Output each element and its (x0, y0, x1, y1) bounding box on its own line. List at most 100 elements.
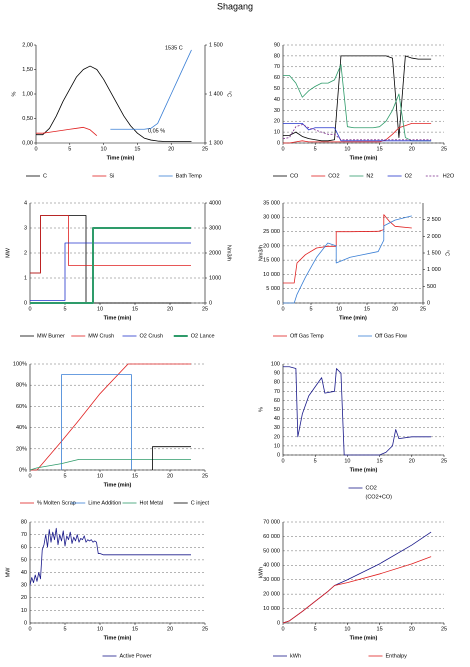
x-tick-label: 15 (377, 146, 383, 152)
x-axis-label: Time (min) (104, 315, 132, 321)
y-tick-label: 50 (274, 86, 280, 92)
page-title: Shagang (217, 1, 253, 11)
x-tick-label: 5 (314, 458, 317, 464)
x-tick-label: 15 (132, 306, 138, 312)
y-tick-label: 30 000 (263, 577, 280, 583)
series-line (29, 459, 191, 471)
y2-tick-label: 2000 (209, 250, 221, 256)
y-tick-label: 90 (274, 371, 280, 377)
y-tick-label: 20 000 (263, 592, 280, 598)
y-tick-label: 30 (21, 583, 27, 589)
x-tick-label: 20 (167, 306, 173, 312)
x-tick-label: 10 (101, 146, 107, 152)
y2-tick-label: 1 000 (427, 267, 441, 273)
x-tick-label: 15 (364, 306, 370, 312)
legend-label: Lime Addition (88, 500, 121, 506)
y-axis-label: MW (5, 247, 11, 258)
x-tick-label: 0 (34, 146, 37, 152)
x-tick-label: 15 (134, 146, 140, 152)
y2-axis-label: Nm3/h (226, 245, 232, 261)
y2-tick-label: 4000 (209, 200, 221, 206)
x-tick-label: 20 (409, 458, 415, 464)
x-tick-label: 0 (28, 626, 31, 632)
y-tick-label: 0 (24, 620, 27, 626)
y2-tick-label: 3000 (209, 225, 221, 231)
series-line (283, 215, 412, 304)
y-tick-label: 0% (19, 467, 27, 473)
y-tick-label: 10 000 (263, 606, 280, 612)
y-tick-label: 70 000 (263, 519, 280, 525)
y-tick-label: 30 (274, 425, 280, 431)
y-tick-label: 80 (21, 519, 27, 525)
y-tick-label: 40 000 (263, 563, 280, 569)
series-line (30, 227, 191, 304)
y-tick-label: 10 (21, 608, 27, 614)
x-tick-label: 5 (309, 306, 312, 312)
y-tick-label: 100 (271, 361, 280, 367)
y-tick-label: 10 000 (263, 272, 280, 278)
series-line (30, 242, 191, 301)
x-tick-label: 20 (167, 626, 173, 632)
legend-label: CO (290, 173, 299, 179)
x-axis-label: Time (min) (104, 635, 132, 641)
y2-tick-label: 500 (427, 284, 436, 290)
x-tick-label: 5 (68, 146, 71, 152)
y-tick-label: 60 000 (263, 534, 280, 540)
y-tick-label: 30 (274, 108, 280, 114)
legend-label: Bath Temp (176, 173, 202, 179)
series-line (283, 366, 432, 456)
legend-label: C inject (191, 500, 210, 506)
x-tick-label: 0 (281, 626, 284, 632)
series-line (283, 123, 432, 144)
x-tick-label: 10 (97, 306, 103, 312)
annotation: 1535 C (165, 45, 183, 51)
y-tick-label: 40 (274, 97, 280, 103)
series-line (283, 123, 432, 142)
x-tick-label: 0 (281, 306, 284, 312)
series-line (36, 126, 98, 136)
x-tick-label: 15 (132, 473, 138, 479)
y-tick-label: 40 (274, 416, 280, 422)
y-tick-label: 80% (16, 383, 27, 389)
y-tick-label: 1,00 (22, 91, 33, 97)
legend-label: N2 (366, 173, 373, 179)
y-tick-label: 50 000 (263, 548, 280, 554)
x-tick-label: 5 (314, 146, 317, 152)
x-tick-label: 25 (441, 146, 447, 152)
y2-tick-label: 1 500 (209, 42, 223, 48)
x-axis-label: Time (min) (339, 315, 367, 321)
y2-tick-label: 0 (427, 300, 430, 306)
y-tick-label: 0 (277, 140, 280, 146)
y-tick-label: 40 (21, 570, 27, 576)
series-line (29, 527, 191, 586)
legend-label: O2 Crush (140, 333, 164, 339)
y-tick-label: 60 (274, 75, 280, 81)
series-line (282, 556, 432, 624)
legend-label: O2 Lance (191, 333, 215, 339)
legend-label: Si (109, 173, 114, 179)
y2-tick-label: 0 (209, 300, 212, 306)
series-line (283, 214, 412, 284)
x-tick-label: 20 (409, 626, 415, 632)
y-tick-label: 50 (21, 557, 27, 563)
y-axis-label: kWh (258, 567, 264, 578)
x-tick-label: 10 (344, 458, 350, 464)
series-line (30, 363, 191, 471)
y-tick-label: 60% (16, 404, 27, 410)
x-tick-label: 25 (202, 626, 208, 632)
y2-axis-label: °C (444, 250, 450, 256)
y-tick-label: 2 (24, 250, 27, 256)
x-axis-label: Time (min) (107, 155, 135, 161)
y-tick-label: 5 000 (266, 286, 280, 292)
y-tick-label: 35 000 (263, 200, 280, 206)
y2-tick-label: 2 000 (427, 234, 441, 240)
y-tick-label: 0 (277, 452, 280, 458)
series-line (110, 49, 192, 130)
legend-label: MW Crush (88, 333, 114, 339)
legend-label: kWh (290, 653, 301, 659)
x-tick-label: 15 (132, 626, 138, 632)
x-axis-label: Time (min) (104, 482, 132, 488)
legend-label: O2 (405, 173, 412, 179)
y-axis-label: MW (5, 567, 11, 578)
